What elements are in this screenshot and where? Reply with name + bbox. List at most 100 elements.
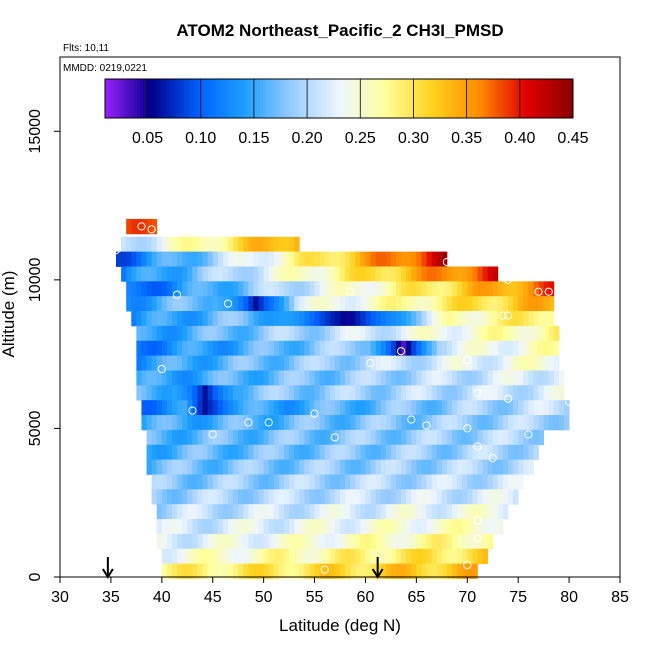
heatmap-cell (421, 251, 427, 267)
heatmap-cell (304, 385, 310, 401)
heatmap-cell (177, 370, 183, 386)
colorbar-swatch (198, 79, 203, 118)
heatmap-cell (375, 340, 382, 357)
heatmap-cell (197, 370, 203, 386)
colorbar-swatch (315, 79, 320, 118)
heatmap-cell (350, 489, 356, 505)
heatmap-cell (161, 266, 168, 282)
heatmap-cell (228, 563, 234, 579)
heatmap-cell (370, 296, 377, 312)
heatmap-cell (187, 266, 193, 282)
heatmap-cell (197, 325, 203, 342)
heatmap-cell (487, 281, 494, 297)
heatmap-cell (421, 400, 427, 416)
heatmap-cell (314, 533, 321, 550)
heatmap-cell (472, 266, 478, 282)
heatmap-cell (284, 489, 290, 505)
heatmap-cell (233, 474, 239, 490)
heatmap-cell (385, 533, 392, 550)
heatmap-cell (233, 355, 239, 371)
heatmap-cell (289, 236, 295, 253)
heatmap-cell (426, 296, 433, 312)
heatmap-cell (319, 400, 326, 416)
heatmap-cell (268, 459, 275, 475)
heatmap-cell (508, 325, 514, 342)
heatmap-cell (212, 370, 219, 386)
heatmap-cell (284, 444, 290, 461)
heatmap-cell (340, 400, 346, 416)
heatmap-cell (268, 400, 275, 416)
heatmap-cell (385, 489, 392, 505)
heatmap-cell (416, 504, 422, 520)
heatmap-cell (375, 370, 382, 386)
heatmap-cell (304, 429, 310, 446)
colorbar-swatch (289, 79, 293, 118)
heatmap-cell (446, 504, 453, 520)
heatmap-cell (217, 444, 224, 461)
heatmap-cell (350, 504, 356, 520)
colorbar-swatch (453, 79, 457, 118)
heatmap-cell (238, 385, 244, 401)
heatmap-cell (396, 563, 402, 579)
heatmap-cell (197, 340, 203, 357)
heatmap-cell (411, 355, 417, 371)
heatmap-cell (467, 415, 473, 431)
heatmap-cell (487, 474, 494, 490)
data-point (208, 430, 217, 439)
heatmap-cell (309, 311, 315, 327)
heatmap-cell (487, 385, 494, 401)
heatmap-cell (294, 311, 300, 327)
heatmap-cell (243, 385, 249, 401)
heatmap-cell (426, 251, 433, 267)
heatmap-cell (416, 311, 422, 327)
heatmap-cell (161, 236, 168, 253)
heatmap-cell (441, 340, 448, 357)
heatmap-cell (161, 548, 168, 565)
heatmap-cell (355, 400, 361, 416)
heatmap-cell (166, 489, 173, 505)
heatmap-cell (324, 355, 331, 371)
heatmap-cell (268, 563, 275, 579)
data-point (397, 347, 406, 356)
heatmap-cell (161, 311, 168, 327)
heatmap-cell (207, 548, 214, 565)
heatmap-cell (431, 311, 438, 327)
heatmap-cell (441, 519, 448, 535)
heatmap-cell (350, 533, 356, 550)
heatmap-cell (508, 489, 514, 505)
heatmap-cell (278, 563, 285, 579)
colorbar-swatch (224, 79, 229, 118)
heatmap-cell (309, 251, 315, 267)
heatmap-cell (238, 474, 244, 490)
y-axis-label: Altitude (m) (0, 271, 18, 358)
heatmap-cell (365, 533, 371, 550)
heatmap-cell (172, 385, 178, 401)
heatmap-cell (355, 311, 361, 327)
heatmap-cell (370, 548, 377, 565)
heatmap-cell (319, 325, 326, 342)
colorbar-swatch (105, 79, 109, 118)
heatmap-cell (172, 519, 178, 535)
colorbar-swatch (356, 79, 360, 118)
heatmap-cell (396, 281, 402, 297)
colorbar-swatch (423, 79, 428, 118)
heatmap-cell (340, 281, 346, 297)
heatmap-cell (553, 340, 560, 357)
colorbar-swatch (257, 79, 261, 118)
heatmap-cell (161, 459, 168, 475)
heatmap-cell (192, 563, 198, 579)
heatmap-cell (248, 474, 254, 490)
heatmap-cell (370, 489, 377, 505)
heatmap-cell (177, 504, 183, 520)
heatmap-cell (365, 325, 371, 342)
colorbar-swatch (295, 79, 299, 118)
heatmap-cell (177, 385, 183, 401)
heatmap-cell (324, 311, 331, 327)
data-point (534, 287, 543, 296)
heatmap-cell (426, 385, 433, 401)
heatmap-cell (177, 489, 183, 505)
heatmap-cell (375, 400, 382, 416)
heatmap-cell (172, 311, 178, 327)
heatmap-cell (406, 429, 412, 446)
heatmap-cell (187, 370, 193, 386)
